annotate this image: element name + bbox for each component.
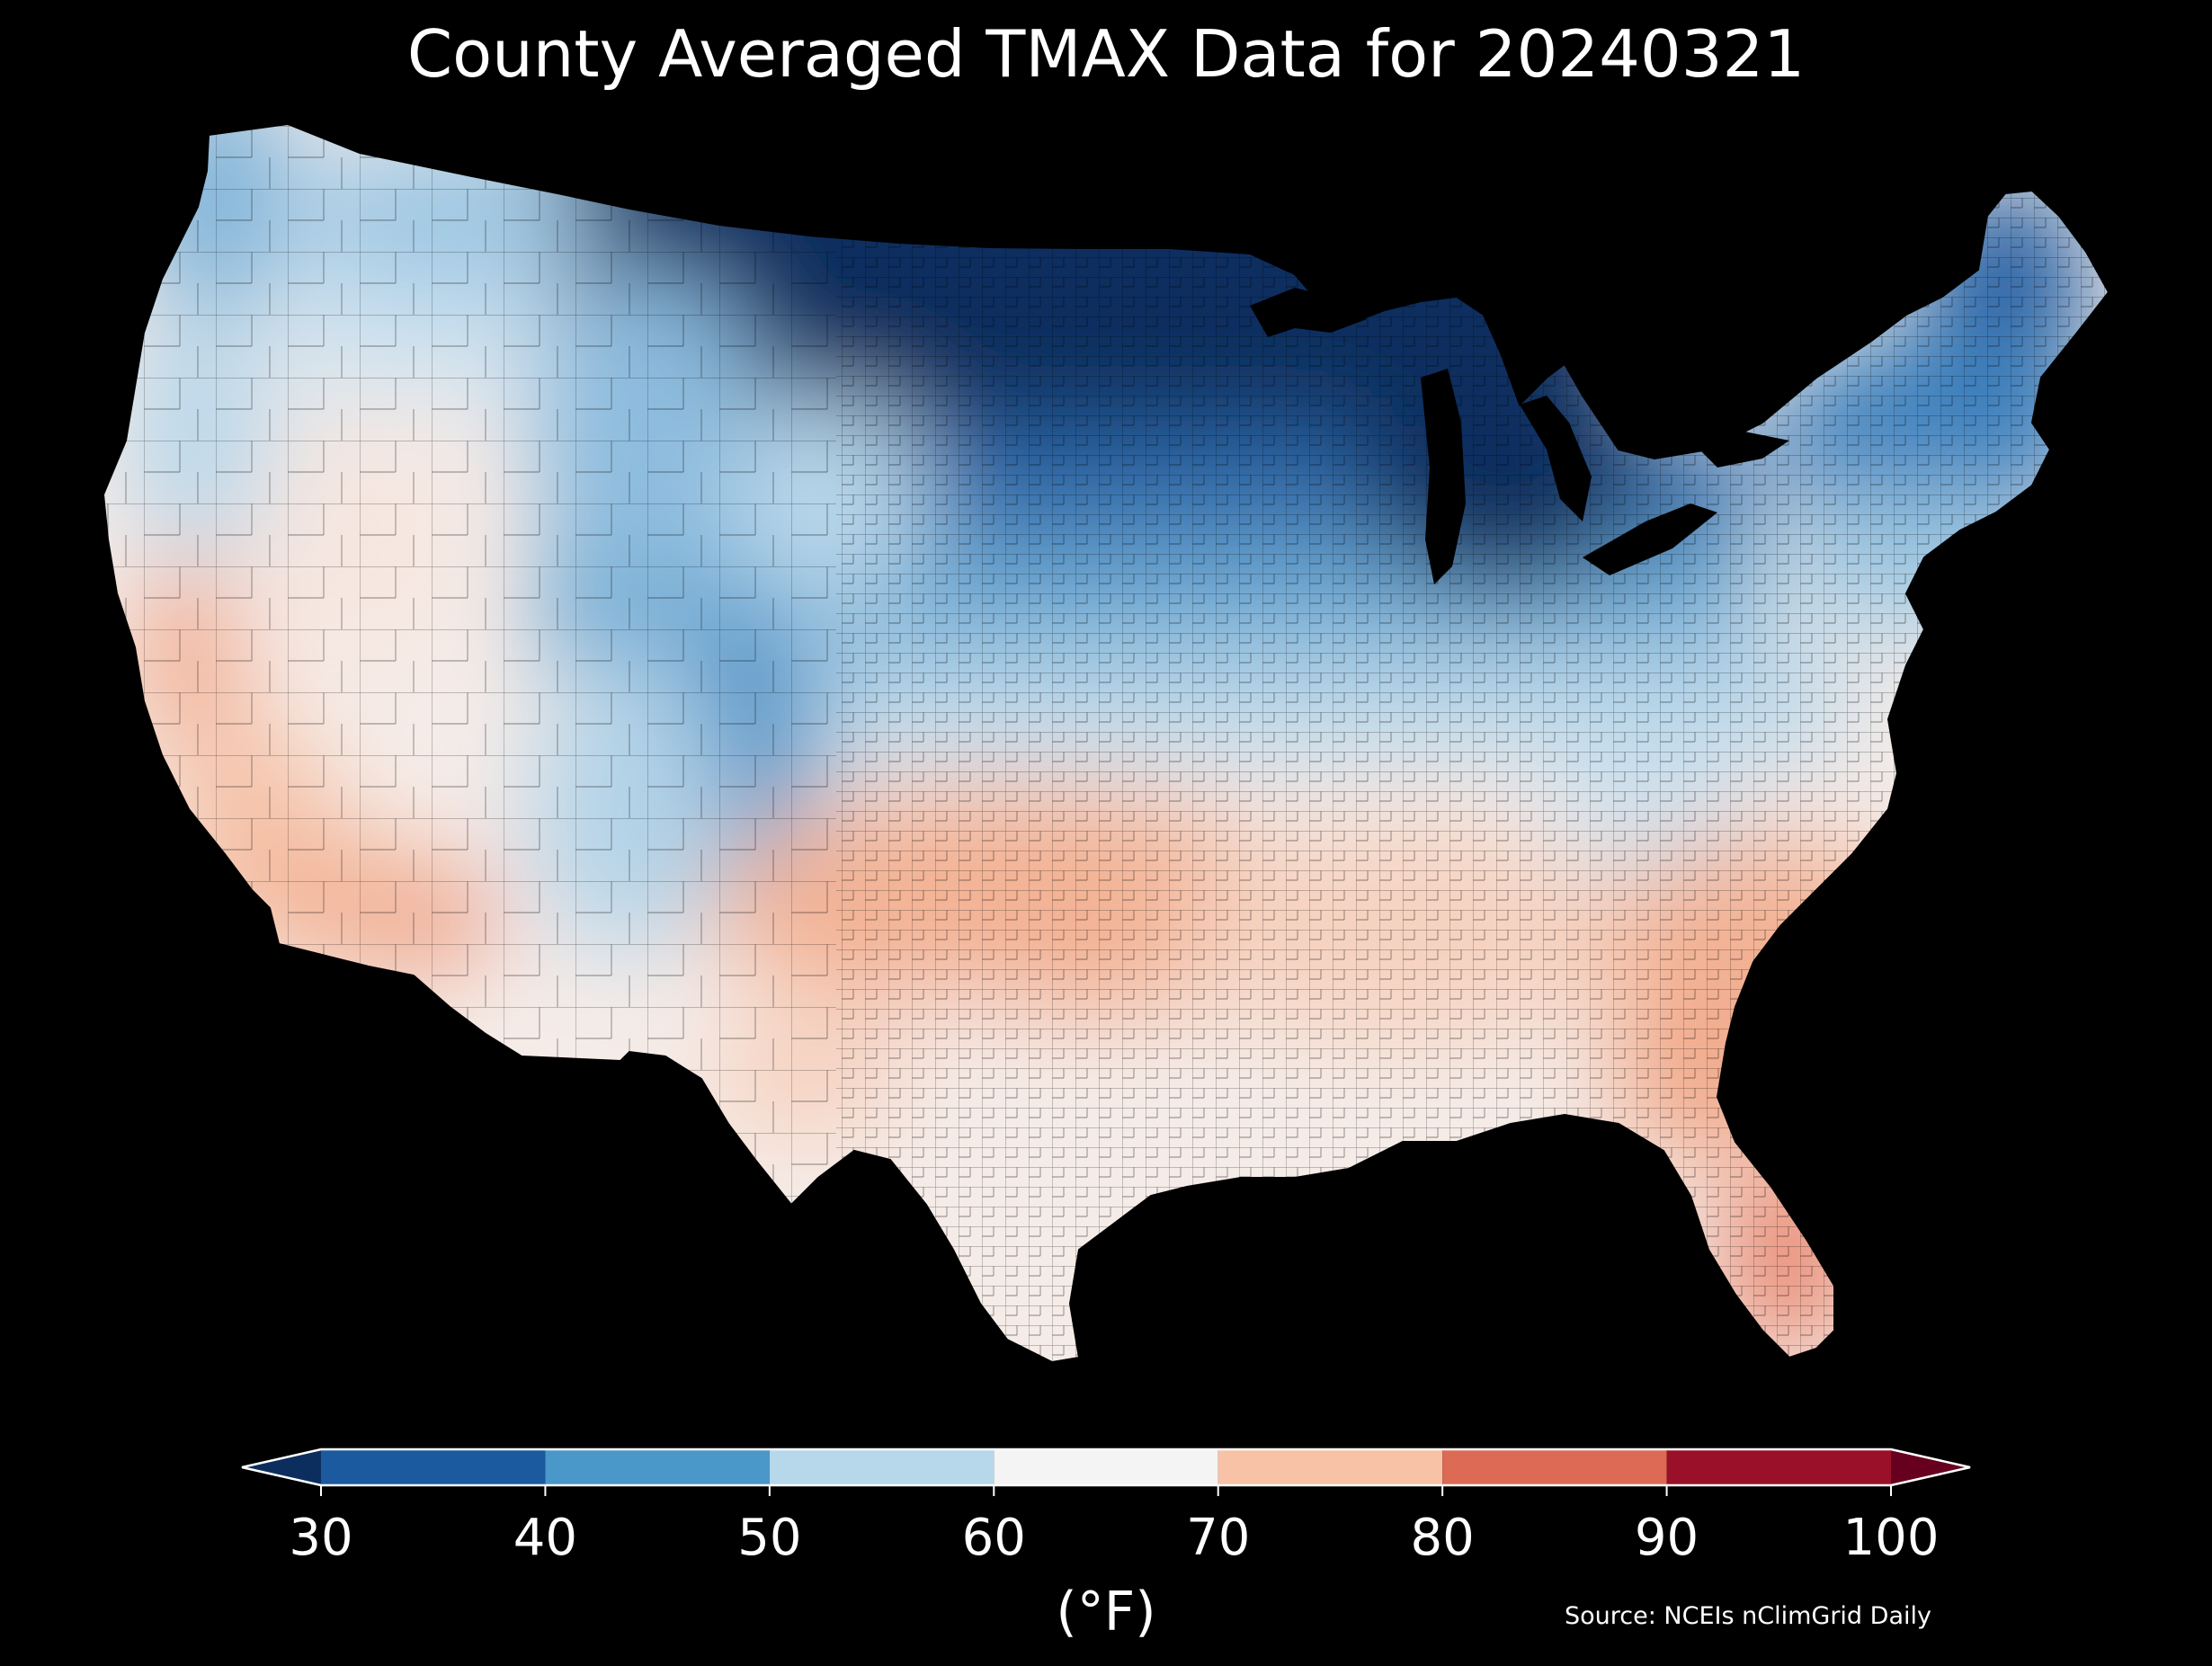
source-label: Source: NCEIs nClimGrid Daily [1565,1602,1931,1630]
map-title: County Averaged TMAX Data for 20240321 [406,16,1806,92]
colorbar-bin-70-80 [1217,1449,1443,1485]
colorbar-under-arrow [242,1449,321,1485]
great-lakes [1250,288,1789,584]
colorbar-over-arrow [1891,1449,1970,1485]
colorbar-unit-label: (°F) [1056,1581,1156,1644]
colorbar-tick-label: 80 [1410,1509,1475,1567]
colorbar-bin-60-70 [994,1449,1218,1485]
us-outline [102,122,2110,1364]
colorbar-tick-label: 100 [1842,1509,1940,1567]
colorbar-tick-label: 90 [1634,1509,1699,1567]
colorbar-bin-50-60 [769,1449,995,1485]
colorbar-bin-30-40 [321,1449,546,1485]
colorbar-tick-label: 50 [737,1509,802,1567]
colorbar-tick-label: 30 [289,1509,353,1567]
colorbar-tick-label: 60 [961,1509,1026,1567]
colorbar-bin-90-100 [1666,1449,1891,1485]
colorbar-tick-label: 70 [1186,1509,1251,1567]
colorbar-tick-label: 40 [513,1509,578,1567]
colorbar-bin-40-50 [545,1449,770,1485]
colorbar-bin-80-90 [1442,1449,1667,1485]
